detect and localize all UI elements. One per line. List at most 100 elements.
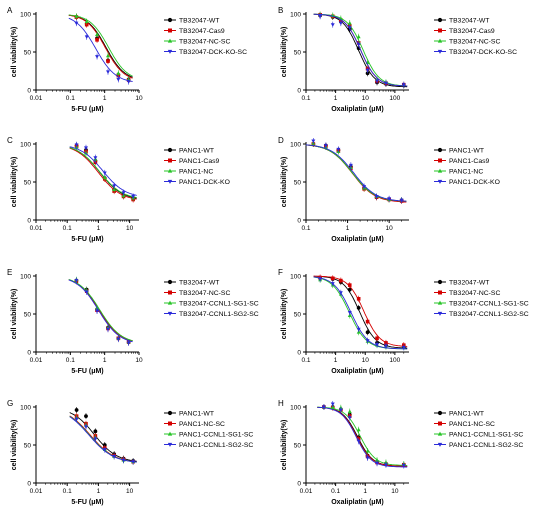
legend-label: TB32047-NC-SC — [449, 39, 500, 46]
data-point — [347, 26, 352, 30]
data-point — [374, 195, 379, 199]
y-axis-label: cell viability(%) — [281, 420, 288, 471]
legend-marker — [167, 49, 173, 54]
panel-letter: E — [7, 268, 12, 277]
legend-label: TB32047-CCNL1-SG1-SC — [179, 301, 259, 308]
legend-marker — [437, 147, 443, 153]
data-point — [383, 344, 388, 349]
legend-marker — [438, 28, 442, 33]
legend-marker — [167, 179, 173, 184]
legend-marker — [438, 421, 442, 426]
x-tick-label: 0.1 — [63, 488, 72, 495]
y-tick-label: 0 — [297, 218, 301, 225]
series-curve — [305, 144, 407, 202]
y-tick-label: 0 — [297, 350, 301, 357]
y-tick-label: 100 — [290, 142, 301, 149]
series-curve — [305, 144, 407, 202]
y-axis-label: cell viability(%) — [11, 420, 18, 471]
data-point — [356, 306, 361, 310]
y-tick-label: 50 — [24, 312, 32, 319]
x-tick-label: 100 — [389, 95, 400, 102]
series-curve — [313, 275, 408, 347]
panel-a: A 0 50 100 0.01 0.1 1 10 5-FU (μM) cell viability… — [7, 6, 247, 113]
legend-label: TB32047-NC-SC — [449, 290, 500, 297]
panel-e: E 0 50 100 0.01 0.1 1 10 5-FU (μM) cell viability… — [7, 268, 259, 375]
x-tick-label: 10 — [135, 95, 143, 102]
y-tick-label: 100 — [290, 12, 301, 19]
data-point — [375, 458, 380, 462]
data-point — [321, 405, 326, 410]
data-point — [399, 198, 404, 203]
data-point — [131, 460, 136, 464]
data-point — [347, 311, 352, 315]
x-tick-label: 0.01 — [30, 357, 43, 364]
legend-marker — [437, 279, 443, 285]
series-curve — [317, 406, 408, 467]
panel-letter: D — [278, 136, 284, 145]
y-axis-label: cell viability(%) — [11, 27, 18, 78]
data-point — [356, 42, 361, 47]
legend-label: PANC1-WT — [449, 148, 484, 155]
series-curve — [305, 144, 407, 202]
x-tick-label: 1 — [97, 488, 101, 495]
data-point — [356, 439, 361, 444]
x-tick-label: 1 — [334, 95, 338, 102]
panel-g: G 0 50 100 0.01 0.1 1 10 5-FU (μM) cell viability… — [7, 399, 253, 506]
legend-label: TB32047-NC-SC — [179, 290, 230, 297]
data-point — [347, 287, 352, 292]
data-point — [95, 38, 99, 42]
y-axis-label: cell viability(%) — [281, 289, 288, 340]
legend-label: PANC1-CCNL1-SG2-SC — [449, 442, 523, 449]
data-point — [401, 464, 406, 468]
y-tick-label: 0 — [297, 88, 301, 95]
data-point — [387, 197, 392, 201]
series-curve — [69, 147, 137, 200]
legend-label: PANC1-Cas9 — [449, 158, 490, 165]
data-point — [84, 19, 89, 24]
legend-marker — [167, 279, 173, 285]
y-tick-label: 0 — [297, 481, 301, 488]
data-point — [348, 163, 353, 168]
legend-marker — [167, 431, 173, 436]
data-point — [112, 184, 117, 188]
data-point — [347, 20, 352, 25]
x-tick-label: 0.1 — [66, 357, 75, 364]
data-point — [93, 437, 98, 442]
series-curve — [317, 406, 408, 467]
data-point — [318, 14, 323, 19]
data-point — [330, 23, 335, 27]
y-axis-label: cell viability(%) — [11, 157, 18, 208]
y-tick-label: 100 — [290, 274, 301, 281]
y-tick-label: 50 — [294, 180, 302, 187]
data-point — [362, 185, 367, 189]
data-point — [131, 195, 136, 199]
data-point — [311, 139, 316, 144]
legend-label: TB32047-CCNL1-SG2-SC — [449, 311, 529, 318]
x-tick-label: 1 — [97, 225, 101, 232]
panel-letter: H — [278, 399, 284, 408]
data-point — [112, 187, 117, 192]
data-point — [401, 346, 406, 350]
x-tick-label: 1 — [103, 95, 107, 102]
data-point — [347, 283, 352, 287]
legend-marker — [437, 442, 443, 447]
series-curve — [68, 14, 133, 79]
x-tick-label: 0.1 — [331, 488, 340, 495]
series-curve — [313, 276, 408, 350]
legend-marker — [437, 38, 443, 43]
data-point — [338, 291, 343, 295]
legend-marker — [168, 158, 172, 163]
series-curve — [68, 14, 133, 77]
data-point — [84, 414, 88, 419]
data-point — [116, 71, 121, 75]
legend-marker — [167, 410, 173, 416]
data-point — [126, 341, 131, 346]
x-axis-label: Oxaliplatin (μM) — [331, 368, 384, 375]
series-curve — [68, 279, 133, 342]
data-point — [84, 150, 88, 155]
panel-letter: F — [278, 268, 283, 277]
data-point — [375, 79, 380, 84]
data-point — [106, 59, 110, 63]
legend-marker — [167, 300, 173, 305]
